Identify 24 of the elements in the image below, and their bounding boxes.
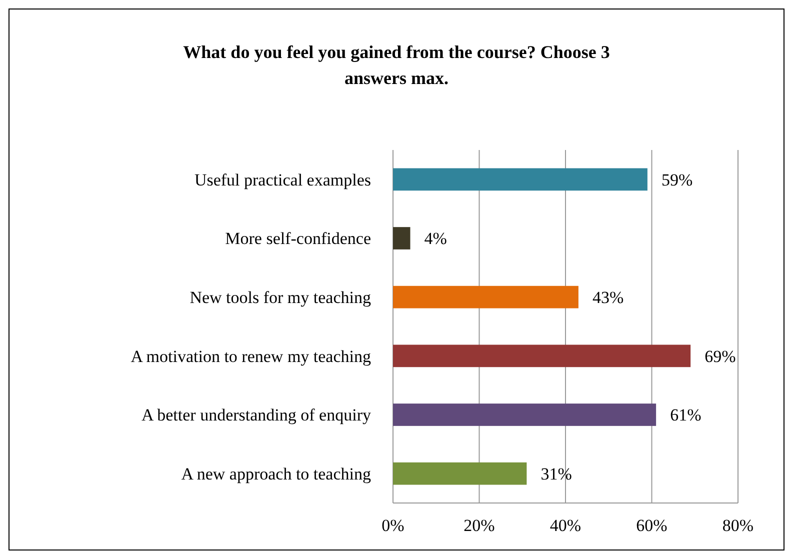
x-tick-label: 20% (464, 516, 495, 535)
data-label: 31% (540, 464, 572, 484)
y-tick-label: Useful practical examples (194, 170, 371, 190)
x-tick-label: 40% (550, 516, 582, 535)
y-tick-label: New tools for my teaching (190, 288, 372, 308)
bar (393, 344, 691, 368)
data-label: 59% (661, 170, 693, 190)
y-tick-label: A motivation to renew my teaching (130, 346, 372, 366)
bar (393, 462, 527, 485)
data-label: 69% (704, 346, 736, 366)
x-tick-label: 80% (722, 516, 754, 535)
data-label: 4% (424, 229, 447, 248)
bar (393, 404, 656, 426)
y-tick-label: More self-confidence (225, 229, 371, 248)
bar (393, 227, 410, 250)
x-tick-label: 60% (636, 516, 668, 535)
chart-title: What do you feel you gained from the course? Choose 3 answers max. (183, 42, 610, 88)
y-tick-label: A better understanding of enquiry (142, 406, 372, 425)
bar (393, 168, 648, 191)
data-label: 43% (592, 288, 624, 308)
y-tick-label: A new approach to teaching (181, 464, 372, 484)
bar (393, 286, 578, 308)
data-label: 61% (670, 406, 702, 425)
x-tick-label: 0% (382, 516, 404, 535)
